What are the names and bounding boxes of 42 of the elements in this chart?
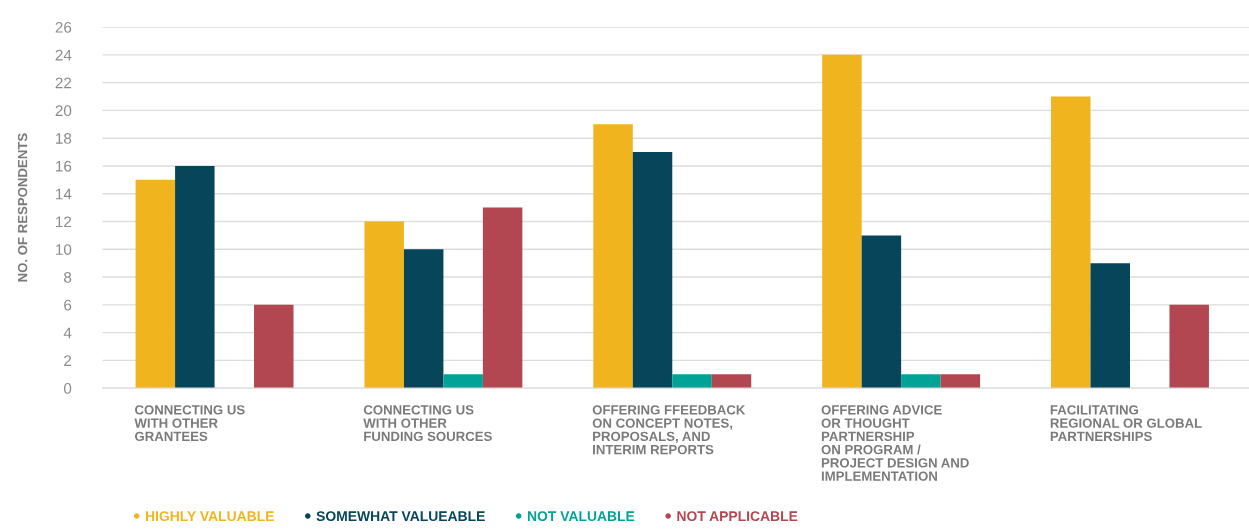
legend-label: NOT VALUABLE — [527, 511, 635, 522]
y-axis-title: NO. OF RESPONDENTS — [17, 133, 28, 282]
bar — [593, 124, 633, 389]
bar — [711, 374, 752, 389]
bar — [861, 235, 902, 389]
y-tick-label: 26 — [55, 21, 72, 33]
bar — [901, 374, 941, 389]
legend-label: SOMEWHAT VALUEABLE — [316, 511, 485, 522]
bar — [403, 249, 444, 389]
legend-label: NOT APPLICABLE — [677, 511, 798, 522]
bar — [135, 179, 176, 389]
y-tick-label: 24 — [55, 49, 72, 61]
y-tick-label: 20 — [55, 105, 72, 117]
x-tick-label: CONNECTING US WITH OTHER FUNDING SOURCES — [363, 405, 492, 442]
legend-label: HIGHLY VALUABLE — [145, 511, 274, 522]
y-tick-label: 22 — [55, 77, 72, 89]
y-tick-label: 18 — [56, 133, 72, 144]
y-tick-label: 14 — [56, 188, 72, 200]
y-tick-label: 0 — [63, 383, 72, 394]
bar — [632, 152, 673, 389]
y-tick-label: 8 — [64, 271, 72, 283]
y-tick-label: 2 — [64, 355, 72, 366]
x-tick-label: FACILITATING REGIONAL OR GLOBAL PARTNERSHIPS — [1050, 405, 1202, 442]
y-tick-label: 10 — [56, 244, 72, 255]
bar — [254, 304, 294, 389]
bar — [672, 374, 712, 389]
bar — [364, 221, 404, 389]
bar — [443, 374, 483, 389]
x-tick-label: CONNECTING US WITH OTHER GRANTEES — [134, 405, 245, 442]
bar — [940, 374, 981, 389]
bar — [175, 165, 215, 389]
y-tick-label: 12 — [56, 216, 72, 228]
x-tick-label: OFFERING ADVICE OR THOUGHT PARTNERSHIP ON PROGRAM / PROJECT DESIGN AND IMPLEMENTATION — [821, 405, 969, 481]
y-tick-label: 6 — [64, 299, 72, 311]
y-tick-label: 4 — [63, 327, 72, 339]
x-tick-label: OFFERING FFEEDBACK ON CONCEPT NOTES, PROPOSALS, AND INTERIM REPORTS — [592, 405, 746, 455]
y-tick-label: 16 — [56, 160, 72, 172]
bar — [1169, 304, 1209, 389]
bar — [822, 54, 862, 389]
bar — [1090, 263, 1130, 389]
bar — [482, 207, 523, 389]
bar — [1051, 96, 1091, 389]
